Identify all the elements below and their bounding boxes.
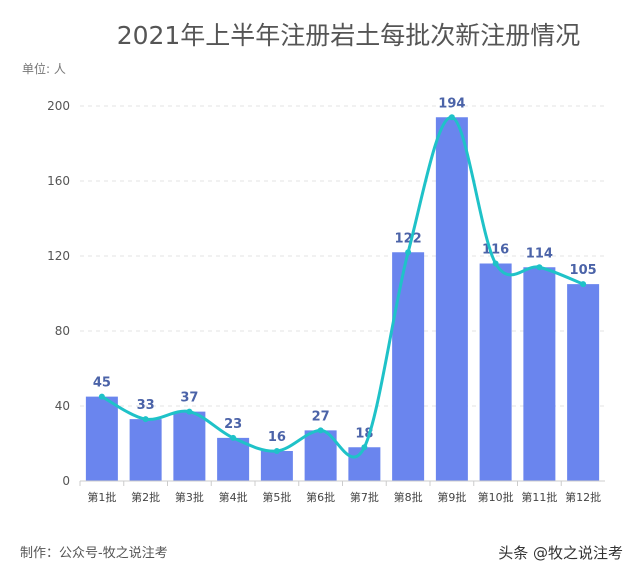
- x-tick-label: 第11批: [521, 490, 557, 504]
- data-label: 23: [224, 417, 242, 432]
- bar: [523, 267, 556, 481]
- y-tick-label: 0: [62, 474, 70, 488]
- trend-point: [580, 281, 587, 288]
- x-tick-label: 第7批: [350, 490, 379, 504]
- trend-point: [317, 427, 324, 434]
- y-tick-label: 80: [55, 324, 70, 338]
- bar: [392, 252, 425, 481]
- data-label: 45: [93, 376, 111, 391]
- trend-point: [405, 249, 412, 256]
- x-tick-label: 第5批: [262, 490, 291, 504]
- bar: [173, 411, 206, 481]
- y-tick-label: 120: [47, 249, 70, 263]
- data-label: 33: [137, 398, 155, 413]
- bar: [479, 263, 512, 481]
- x-tick-label: 第6批: [306, 490, 335, 504]
- x-tick-label: 第1批: [87, 490, 116, 504]
- bar: [567, 284, 600, 481]
- data-label: 194: [438, 96, 465, 111]
- x-tick-label: 第4批: [219, 490, 248, 504]
- y-tick-label: 200: [47, 99, 70, 113]
- trend-point: [98, 393, 105, 400]
- bar: [435, 117, 468, 481]
- trend-point: [448, 114, 455, 121]
- x-tick-label: 第9批: [437, 490, 466, 504]
- data-label: 105: [570, 263, 597, 278]
- data-label: 122: [395, 231, 422, 246]
- data-label: 16: [268, 430, 286, 445]
- trend-point: [536, 264, 543, 271]
- x-tick-label: 第10批: [478, 490, 514, 504]
- x-tick-label: 第3批: [175, 490, 204, 504]
- data-label: 37: [180, 391, 198, 406]
- x-tick-label: 第2批: [131, 490, 160, 504]
- y-tick-label: 160: [47, 174, 70, 188]
- data-label: 116: [482, 243, 509, 258]
- data-label: 27: [312, 409, 330, 424]
- bar: [85, 396, 118, 481]
- trend-point: [142, 416, 149, 423]
- watermark: 头条 @牧之说注考: [498, 544, 623, 562]
- trend-point: [361, 444, 368, 451]
- footer-credit: 制作：公众号-牧之说注考: [20, 546, 168, 561]
- bar: [129, 419, 162, 481]
- trend-point: [230, 434, 237, 441]
- trend-point: [492, 260, 499, 267]
- bar: [217, 437, 250, 481]
- trend-point: [273, 448, 280, 454]
- y-axis-unit-label: 单位: 人: [22, 62, 66, 76]
- y-tick-label: 40: [55, 399, 70, 413]
- bar: [260, 451, 293, 481]
- x-tick-label: 第12批: [565, 490, 601, 504]
- bar: [348, 447, 381, 481]
- data-label: 114: [526, 246, 553, 261]
- trend-point: [186, 408, 193, 415]
- chart-title: 2021年上半年注册岩土每批次新注册情况: [116, 21, 581, 50]
- x-tick-label: 第8批: [394, 490, 423, 504]
